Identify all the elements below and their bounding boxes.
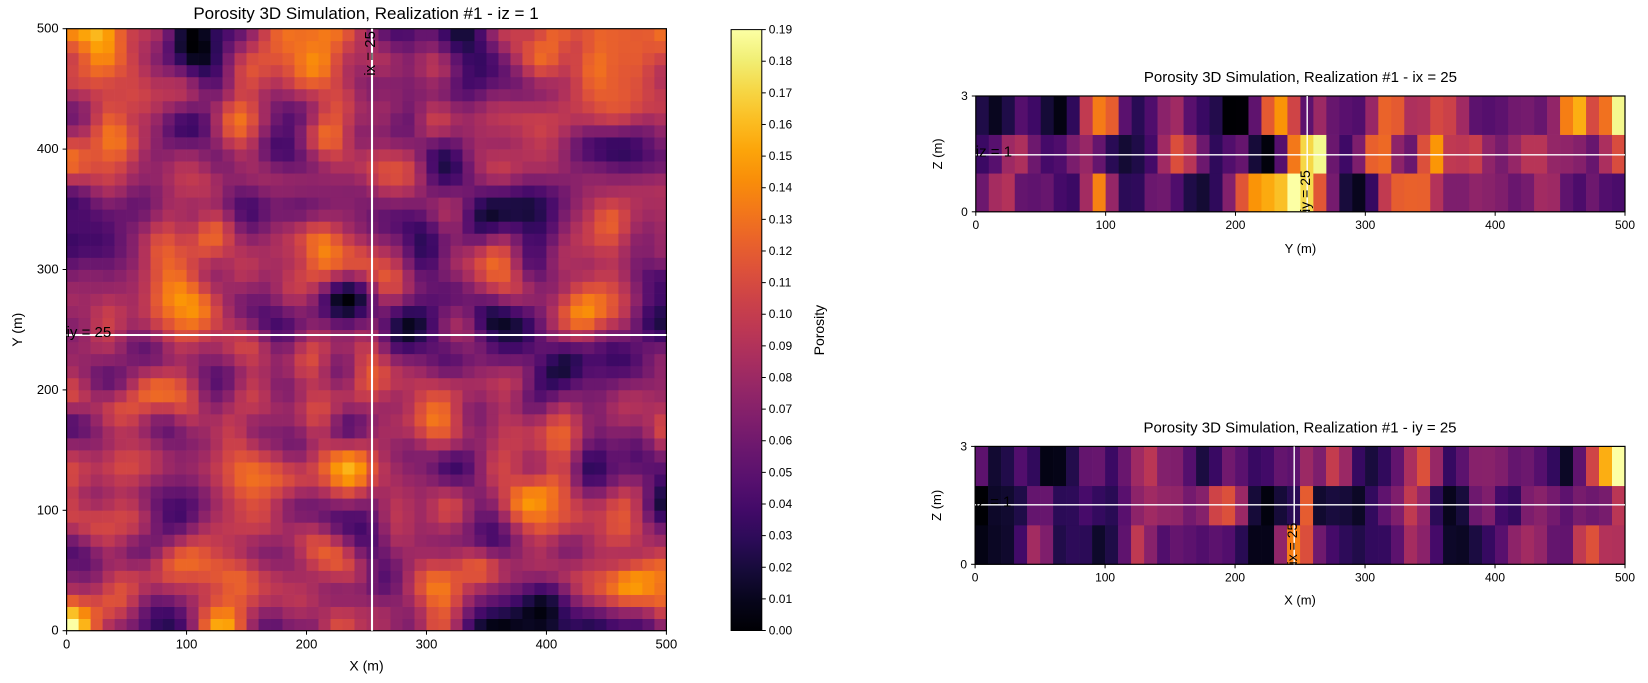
svg-text:3: 3: [961, 89, 968, 103]
svg-text:0: 0: [63, 637, 70, 652]
svg-text:100: 100: [1096, 218, 1116, 232]
svg-text:400: 400: [1485, 218, 1505, 232]
svg-text:0.00: 0.00: [769, 624, 793, 638]
svg-text:X (m): X (m): [349, 658, 383, 674]
svg-text:Y (m): Y (m): [9, 313, 25, 347]
svg-text:Porosity 3D Simulation, Realiz: Porosity 3D Simulation, Realization #1 -…: [193, 4, 538, 23]
svg-text:0: 0: [51, 623, 58, 638]
svg-text:200: 200: [37, 382, 59, 397]
svg-text:Porosity 3D Simulation, Realiz: Porosity 3D Simulation, Realization #1 -…: [1144, 69, 1457, 86]
svg-text:0.17: 0.17: [769, 86, 793, 100]
svg-text:0.11: 0.11: [769, 276, 792, 290]
svg-text:100: 100: [37, 502, 59, 517]
svg-text:0: 0: [961, 205, 968, 219]
svg-text:200: 200: [296, 637, 318, 652]
svg-text:0.05: 0.05: [769, 465, 793, 479]
svg-text:0.16: 0.16: [769, 117, 793, 131]
svg-text:0.12: 0.12: [769, 244, 793, 258]
svg-text:0.19: 0.19: [769, 23, 793, 37]
svg-text:Z (m): Z (m): [930, 138, 945, 169]
svg-text:300: 300: [1355, 218, 1375, 232]
svg-text:0.15: 0.15: [769, 149, 793, 163]
svg-text:0.10: 0.10: [769, 307, 793, 321]
svg-text:300: 300: [37, 262, 59, 277]
svg-text:ix = 25: ix = 25: [1284, 522, 1300, 564]
svg-text:200: 200: [1225, 218, 1245, 232]
svg-text:0.08: 0.08: [769, 370, 793, 384]
svg-text:400: 400: [1485, 570, 1505, 584]
svg-text:0: 0: [972, 218, 979, 232]
svg-text:iy = 25: iy = 25: [67, 324, 112, 341]
svg-text:200: 200: [1225, 570, 1245, 584]
svg-text:0.04: 0.04: [769, 497, 793, 511]
svg-text:0: 0: [972, 570, 979, 584]
svg-text:Porosity 3D Simulation, Realiz: Porosity 3D Simulation, Realization #1 -…: [1143, 419, 1456, 436]
svg-text:300: 300: [1355, 570, 1375, 584]
svg-text:100: 100: [1095, 570, 1115, 584]
svg-text:0.09: 0.09: [769, 339, 793, 353]
svg-text:iz = 1: iz = 1: [976, 143, 1012, 160]
svg-text:3: 3: [960, 439, 967, 453]
svg-text:400: 400: [536, 637, 558, 652]
svg-text:100: 100: [176, 637, 198, 652]
svg-text:500: 500: [1615, 570, 1635, 584]
svg-text:0: 0: [960, 557, 967, 571]
svg-text:500: 500: [656, 637, 678, 652]
svg-text:500: 500: [37, 21, 59, 36]
svg-text:0.07: 0.07: [769, 402, 793, 416]
svg-text:0.06: 0.06: [769, 434, 793, 448]
svg-text:iy = 25: iy = 25: [1297, 170, 1313, 212]
svg-text:iz = 1: iz = 1: [975, 493, 1011, 510]
svg-text:300: 300: [416, 637, 438, 652]
svg-text:Y (m): Y (m): [1285, 241, 1317, 256]
svg-text:0.18: 0.18: [769, 54, 793, 68]
svg-text:0.03: 0.03: [769, 529, 793, 543]
svg-text:0.01: 0.01: [769, 592, 793, 606]
svg-text:400: 400: [37, 141, 59, 156]
svg-text:0.02: 0.02: [769, 560, 793, 574]
svg-text:ix = 25: ix = 25: [362, 31, 379, 76]
svg-text:500: 500: [1615, 218, 1635, 232]
svg-text:Z (m): Z (m): [929, 490, 944, 521]
svg-text:0.13: 0.13: [769, 212, 793, 226]
svg-text:X (m): X (m): [1284, 592, 1316, 607]
svg-text:Porosity: Porosity: [811, 305, 827, 356]
svg-text:0.14: 0.14: [769, 181, 793, 195]
